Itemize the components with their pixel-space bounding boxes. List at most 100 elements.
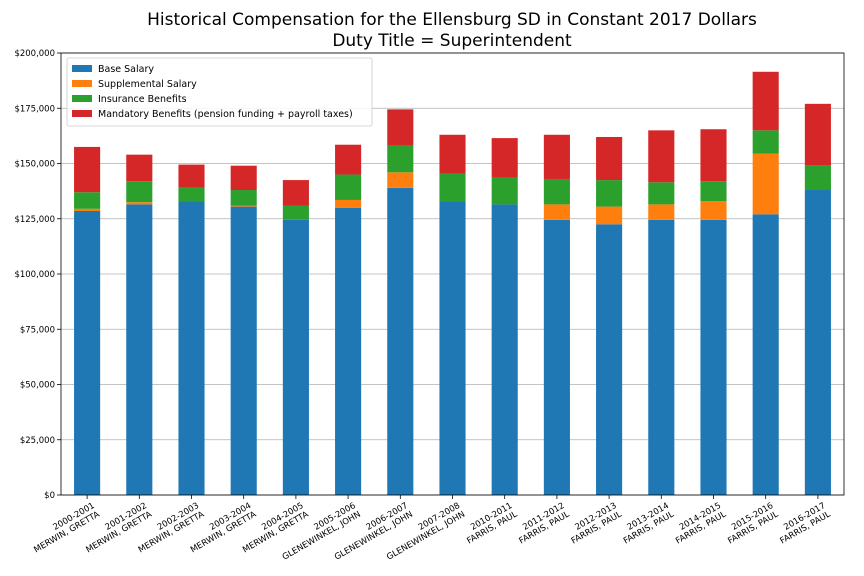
bar-segment bbox=[282, 219, 309, 496]
bar-segment bbox=[230, 206, 257, 495]
legend-box bbox=[66, 57, 373, 127]
bar-segment bbox=[126, 181, 153, 203]
bar-segment bbox=[282, 180, 309, 206]
bar-segment bbox=[387, 187, 414, 495]
bar-segment bbox=[596, 206, 623, 225]
bar-segment bbox=[700, 181, 727, 202]
bar-segment bbox=[543, 134, 570, 179]
bar-segment bbox=[387, 109, 414, 146]
bar-segment bbox=[543, 204, 570, 220]
bar-stack bbox=[335, 144, 362, 495]
bar-stack bbox=[700, 129, 727, 496]
legend-swatch bbox=[72, 110, 92, 117]
bar-stack bbox=[178, 164, 205, 495]
bar-stack bbox=[282, 180, 309, 496]
y-tick-label: $50,000 bbox=[20, 381, 55, 391]
x-tick-label: 2014-2015FARRIS, PAUL bbox=[669, 501, 728, 547]
x-tick-label: 2010-2011FARRIS, PAUL bbox=[460, 501, 519, 547]
bar-segment bbox=[752, 130, 779, 154]
bars bbox=[74, 71, 831, 496]
bar-segment bbox=[74, 208, 101, 212]
legend-swatch bbox=[72, 65, 92, 72]
bar-stack bbox=[439, 134, 466, 495]
bar-segment bbox=[230, 165, 257, 191]
bar-segment bbox=[387, 145, 414, 173]
y-tick-label: $175,000 bbox=[14, 104, 55, 114]
legend-swatch bbox=[72, 95, 92, 102]
legend-label: Insurance Benefits bbox=[98, 94, 187, 105]
bar-segment bbox=[387, 172, 414, 188]
x-tick-label: 2016-2017FARRIS, PAUL bbox=[774, 501, 833, 547]
bar-segment bbox=[752, 71, 779, 131]
bar-segment bbox=[126, 204, 153, 495]
chart-title: Historical Compensation for the Ellensbu… bbox=[147, 10, 757, 30]
chart-subtitle: Duty Title = Superintendent bbox=[332, 31, 572, 51]
bar-stack bbox=[543, 134, 570, 496]
bar-stack bbox=[752, 71, 779, 495]
bar-segment bbox=[648, 182, 675, 205]
y-tick-label: $125,000 bbox=[14, 215, 55, 225]
x-tick-label: 2015-2016FARRIS, PAUL bbox=[721, 501, 780, 547]
bar-stack bbox=[804, 103, 831, 495]
bar-stack bbox=[491, 138, 518, 495]
bar-segment bbox=[230, 190, 257, 206]
bar-segment bbox=[596, 180, 623, 207]
bar-segment bbox=[491, 177, 518, 205]
y-tick-label: $100,000 bbox=[14, 270, 55, 280]
bar-segment bbox=[596, 224, 623, 495]
x-tick-label: 2011-2012FARRIS, PAUL bbox=[513, 501, 572, 547]
bar-segment bbox=[74, 192, 101, 209]
legend-label: Base Salary bbox=[98, 64, 154, 75]
x-tick-label: 2013-2014FARRIS, PAUL bbox=[617, 501, 676, 547]
bar-stack bbox=[648, 130, 675, 496]
bar-segment bbox=[439, 134, 466, 174]
bar-segment bbox=[335, 144, 362, 175]
bar-segment bbox=[752, 153, 779, 215]
bar-segment bbox=[700, 219, 727, 496]
bar-segment bbox=[491, 204, 518, 495]
plot-frame bbox=[60, 52, 845, 496]
legend-swatch bbox=[72, 80, 92, 87]
bar-segment bbox=[648, 204, 675, 220]
y-tick-label: $150,000 bbox=[14, 160, 55, 170]
bar-segment bbox=[74, 146, 101, 193]
bar-segment bbox=[700, 201, 727, 220]
y-tick-label: $25,000 bbox=[20, 436, 55, 446]
bar-segment bbox=[335, 207, 362, 495]
bar-segment bbox=[126, 154, 153, 182]
bar-stack bbox=[126, 154, 153, 495]
bar-segment bbox=[230, 205, 257, 207]
bar-stack bbox=[387, 109, 414, 495]
bar-segment bbox=[282, 205, 309, 220]
bar-segment bbox=[439, 201, 466, 495]
y-tick-label: $75,000 bbox=[20, 325, 55, 335]
bar-segment bbox=[178, 164, 205, 188]
bar-segment bbox=[543, 178, 570, 205]
bar-segment bbox=[543, 219, 570, 496]
bar-segment bbox=[648, 219, 675, 496]
bar-segment bbox=[439, 173, 466, 202]
legend-label: Mandatory Benefits (pension funding + pa… bbox=[98, 109, 353, 120]
bar-segment bbox=[804, 103, 831, 166]
bar-segment bbox=[74, 211, 101, 495]
bar-segment bbox=[752, 214, 779, 495]
bar-segment bbox=[126, 202, 153, 205]
bar-segment bbox=[804, 165, 831, 191]
bar-segment bbox=[804, 190, 831, 495]
bar-segment bbox=[700, 129, 727, 182]
y-tick-label: $200,000 bbox=[14, 49, 55, 59]
bar-segment bbox=[335, 174, 362, 200]
bar-stack bbox=[230, 165, 257, 495]
bar-segment bbox=[648, 130, 675, 183]
y-tick-label: $0 bbox=[44, 491, 55, 501]
legend-label: Supplemental Salary bbox=[98, 79, 197, 90]
bar-segment bbox=[178, 201, 205, 495]
legend: Base Salary Supplemental Salary Insurance … bbox=[66, 57, 373, 127]
bar-segment bbox=[491, 138, 518, 178]
bar-segment bbox=[596, 136, 623, 181]
bar-segment bbox=[335, 199, 362, 208]
bar-stack bbox=[74, 146, 101, 495]
x-tick-label: 2012-2013FARRIS, PAUL bbox=[565, 501, 624, 547]
